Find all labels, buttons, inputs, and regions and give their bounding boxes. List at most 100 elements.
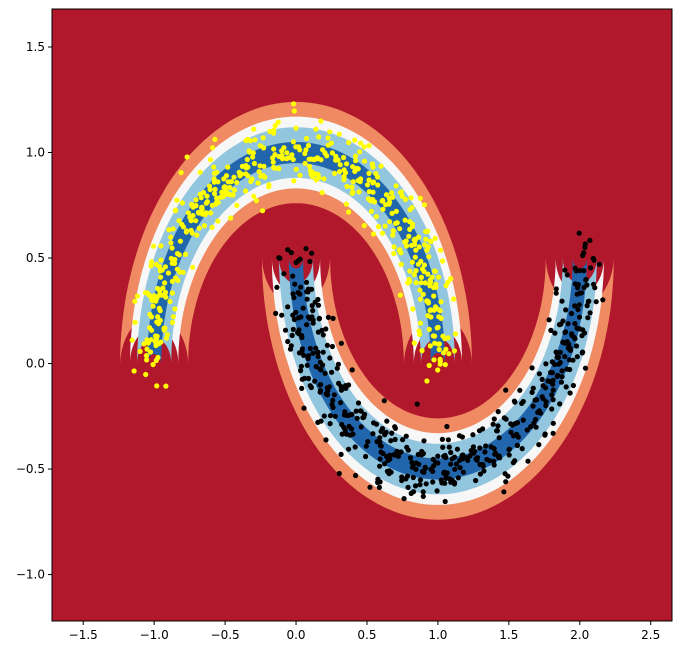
scatter-point	[454, 446, 460, 452]
scatter-point	[370, 164, 376, 170]
scatter-point	[165, 270, 171, 276]
scatter-point	[593, 299, 599, 305]
scatter-point	[281, 271, 287, 277]
scatter-point	[343, 385, 349, 391]
scatter-point	[306, 156, 312, 162]
scatter-point	[342, 427, 348, 433]
scatter-point	[250, 154, 256, 160]
scatter-point	[425, 313, 431, 319]
scatter-point	[197, 169, 203, 175]
scatter-point	[397, 226, 403, 232]
scatter-point	[582, 365, 589, 371]
scatter-point	[174, 266, 180, 272]
scatter-point	[398, 250, 404, 256]
scatter-point	[209, 145, 216, 151]
scatter-point	[422, 465, 428, 471]
scatter-point	[570, 357, 576, 363]
scatter-point	[329, 150, 335, 156]
scatter-point	[502, 471, 508, 477]
scatter-point	[419, 348, 425, 354]
scatter-point	[169, 278, 175, 284]
scatter-point	[563, 384, 569, 390]
scatter-point	[352, 137, 358, 143]
scatter-point	[337, 162, 343, 168]
scatter-point	[473, 477, 479, 484]
scatter-point	[442, 498, 448, 505]
scatter-point	[211, 191, 218, 197]
scatter-point	[421, 202, 428, 208]
scatter-point	[154, 383, 160, 389]
scatter-point	[477, 445, 483, 451]
scatter-point	[413, 247, 419, 253]
scatter-point	[568, 310, 575, 317]
scatter-point	[182, 251, 189, 257]
scatter-point	[420, 489, 426, 495]
scatter-point	[550, 430, 556, 436]
scatter-point	[370, 179, 377, 185]
x-tick-label: 0.5	[357, 628, 376, 642]
scatter-point	[358, 408, 364, 414]
scatter-point	[290, 273, 296, 279]
scatter-point	[364, 182, 371, 188]
scatter-point	[534, 397, 540, 403]
scatter-point	[443, 346, 449, 352]
scatter-point	[344, 183, 350, 189]
scatter-point	[148, 259, 155, 265]
scatter-point	[427, 238, 433, 244]
scatter-point	[417, 331, 423, 337]
scatter-point	[407, 279, 413, 285]
scatter-point	[282, 327, 289, 333]
scatter-point	[543, 403, 549, 409]
scatter-point	[150, 298, 156, 304]
scatter-point	[331, 392, 337, 398]
scatter-point	[355, 400, 362, 406]
scatter-point	[303, 147, 309, 153]
scatter-point	[329, 401, 335, 408]
scatter-point	[350, 164, 356, 170]
scatter-point	[546, 317, 552, 323]
scatter-point	[550, 397, 556, 403]
scatter-point	[273, 310, 279, 316]
scatter-point	[324, 392, 331, 398]
scatter-point	[169, 290, 175, 296]
scatter-point	[244, 156, 250, 163]
scatter-point	[542, 385, 549, 391]
scatter-point	[143, 353, 150, 359]
scatter-point	[424, 298, 430, 304]
scatter-point	[338, 451, 344, 457]
scatter-point	[168, 240, 174, 246]
scatter-point	[302, 375, 308, 381]
scatter-point	[377, 456, 383, 462]
scatter-point	[376, 224, 382, 230]
scatter-point	[305, 375, 312, 382]
scatter-point	[398, 261, 404, 267]
scatter-point	[162, 264, 168, 270]
scatter-point	[416, 244, 422, 250]
scatter-point	[452, 466, 458, 472]
scatter-point	[421, 438, 427, 444]
scatter-point	[388, 190, 395, 196]
scatter-point	[290, 139, 296, 145]
scatter-point	[349, 190, 355, 196]
scatter-point	[312, 156, 318, 162]
scatter-point	[572, 265, 578, 271]
scatter-point	[189, 230, 195, 236]
scatter-point	[320, 147, 326, 153]
scatter-point	[356, 189, 362, 195]
scatter-point	[223, 184, 229, 191]
scatter-point	[144, 346, 150, 352]
scatter-point	[174, 251, 181, 257]
y-tick-label: 1.0	[26, 146, 45, 160]
scatter-point	[380, 206, 386, 212]
scatter-point	[366, 177, 372, 183]
scatter-point	[443, 283, 449, 289]
scatter-point	[318, 118, 324, 124]
scatter-point	[221, 176, 227, 182]
scatter-point	[243, 138, 249, 144]
scatter-point	[414, 401, 420, 407]
scatter-point	[256, 169, 262, 175]
scatter-point	[508, 421, 514, 427]
y-tick-label: −1.0	[16, 568, 45, 582]
scatter-point	[214, 195, 220, 201]
scatter-point	[346, 446, 352, 452]
